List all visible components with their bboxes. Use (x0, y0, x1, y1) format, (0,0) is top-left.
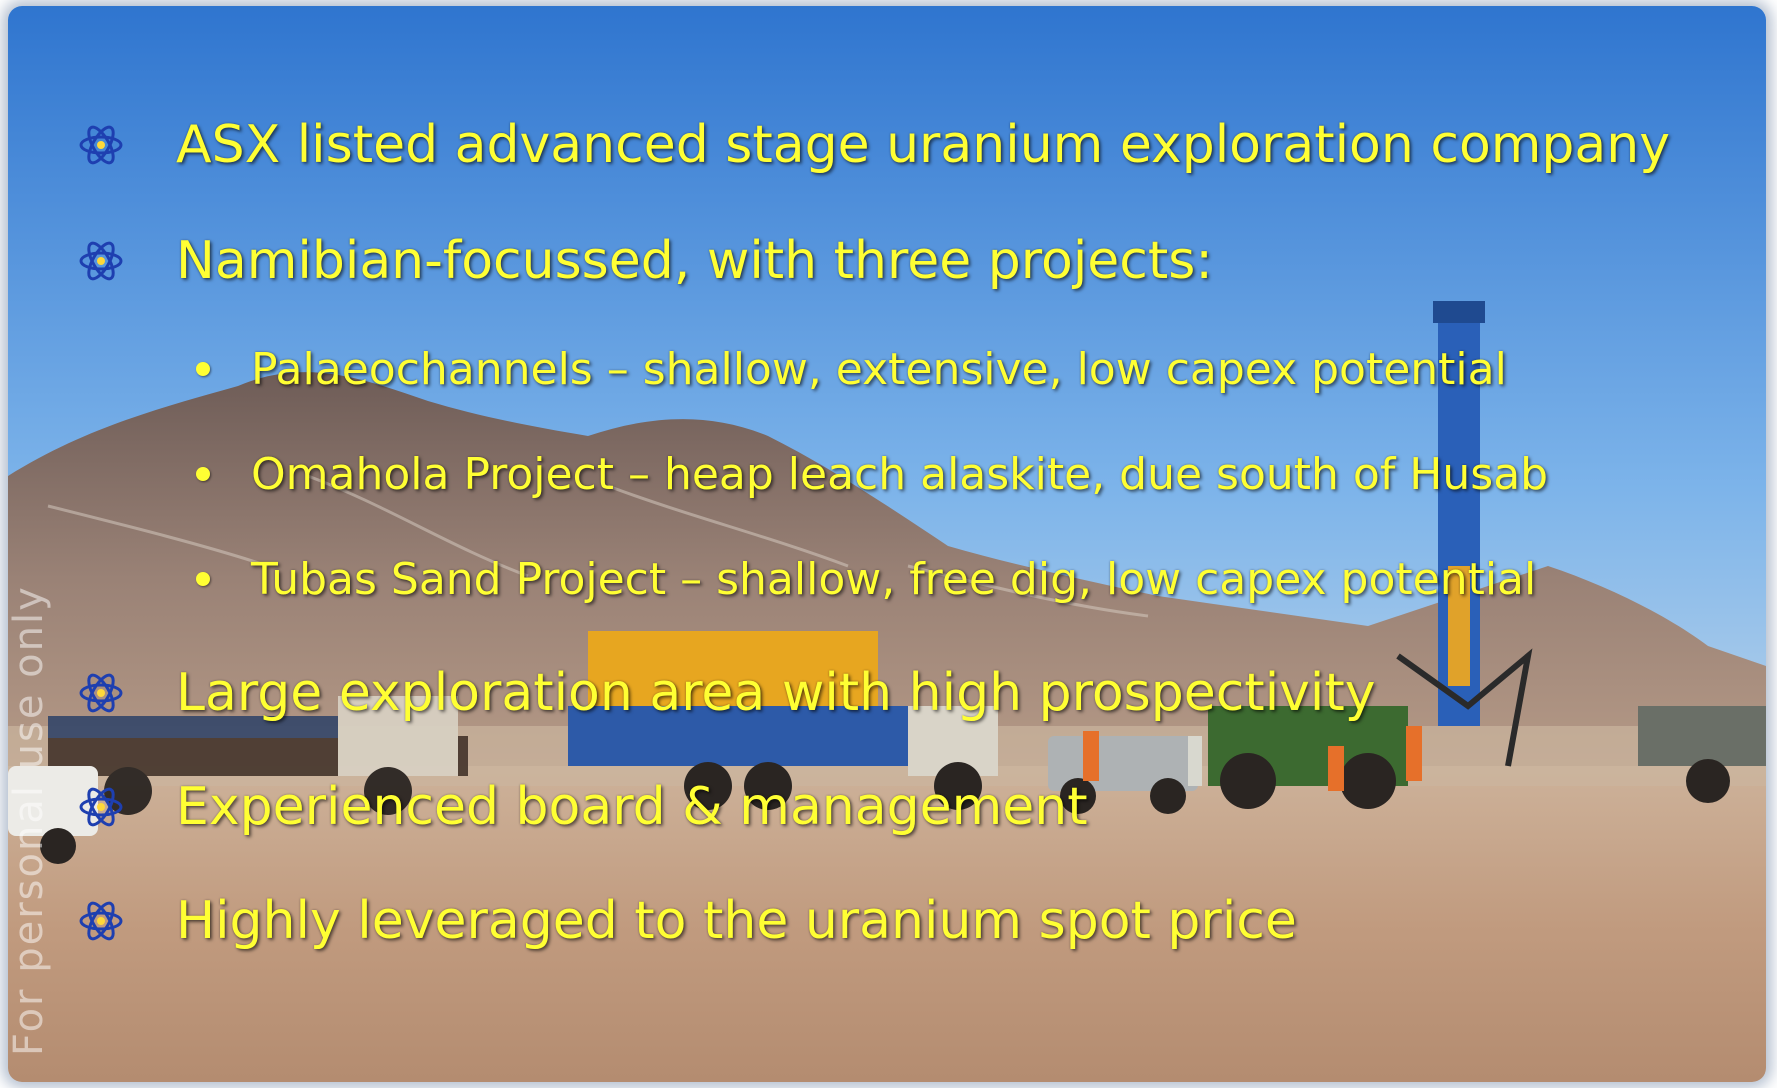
background-photo (8, 6, 1766, 1082)
sub-bullet-item: Palaeochannels – shallow, extensive, low… (8, 334, 1766, 404)
bullet-text: Highly leveraged to the uranium spot pri… (176, 891, 1297, 951)
bullet-text: Experienced board & management (176, 777, 1088, 837)
bullet-item: ASX listed advanced stage uranium explor… (8, 110, 1766, 180)
atom-icon (79, 673, 123, 713)
compressor-truck (568, 631, 998, 810)
bullet-dot-icon (196, 467, 210, 481)
atom-icon (79, 125, 123, 165)
bullet-text: Large exploration area with high prospec… (176, 663, 1376, 723)
mountain (8, 372, 1766, 786)
sub-bullet-text: Tubas Sand Project – shallow, free dig, … (251, 553, 1537, 605)
sub-bullet-item: Tubas Sand Project – shallow, free dig, … (8, 544, 1766, 614)
workers (1083, 726, 1422, 791)
sub-bullet-text: Palaeochannels – shallow, extensive, low… (251, 343, 1507, 395)
white-car (8, 766, 98, 864)
bullet-dot-icon (196, 572, 210, 586)
atom-icon (79, 241, 123, 281)
atom-icon (79, 901, 123, 941)
bullet-item: Experienced board & management (8, 772, 1766, 842)
bullet-item: Highly leveraged to the uranium spot pri… (8, 886, 1766, 956)
atom-icon (79, 787, 123, 827)
bullet-item: Namibian-focussed, with three projects: (8, 226, 1766, 296)
flatbed-truck (48, 696, 468, 815)
bullet-list: ASX listed advanced stage uranium explor… (8, 6, 1766, 1082)
sub-bullet-item: Omahola Project – heap leach alaskite, d… (8, 439, 1766, 509)
bullet-text: Namibian-focussed, with three projects: (176, 231, 1213, 291)
drill-rig (1208, 301, 1533, 809)
sub-bullet-text: Omahola Project – heap leach alaskite, d… (251, 448, 1549, 500)
bullet-dot-icon (196, 362, 210, 376)
bullet-text: ASX listed advanced stage uranium explor… (176, 115, 1671, 175)
trailer-right (1638, 706, 1766, 803)
slide: For personal use only ASX listed advance… (8, 6, 1766, 1082)
ground (8, 766, 1766, 1082)
bullet-item: Large exploration area with high prospec… (8, 658, 1766, 728)
